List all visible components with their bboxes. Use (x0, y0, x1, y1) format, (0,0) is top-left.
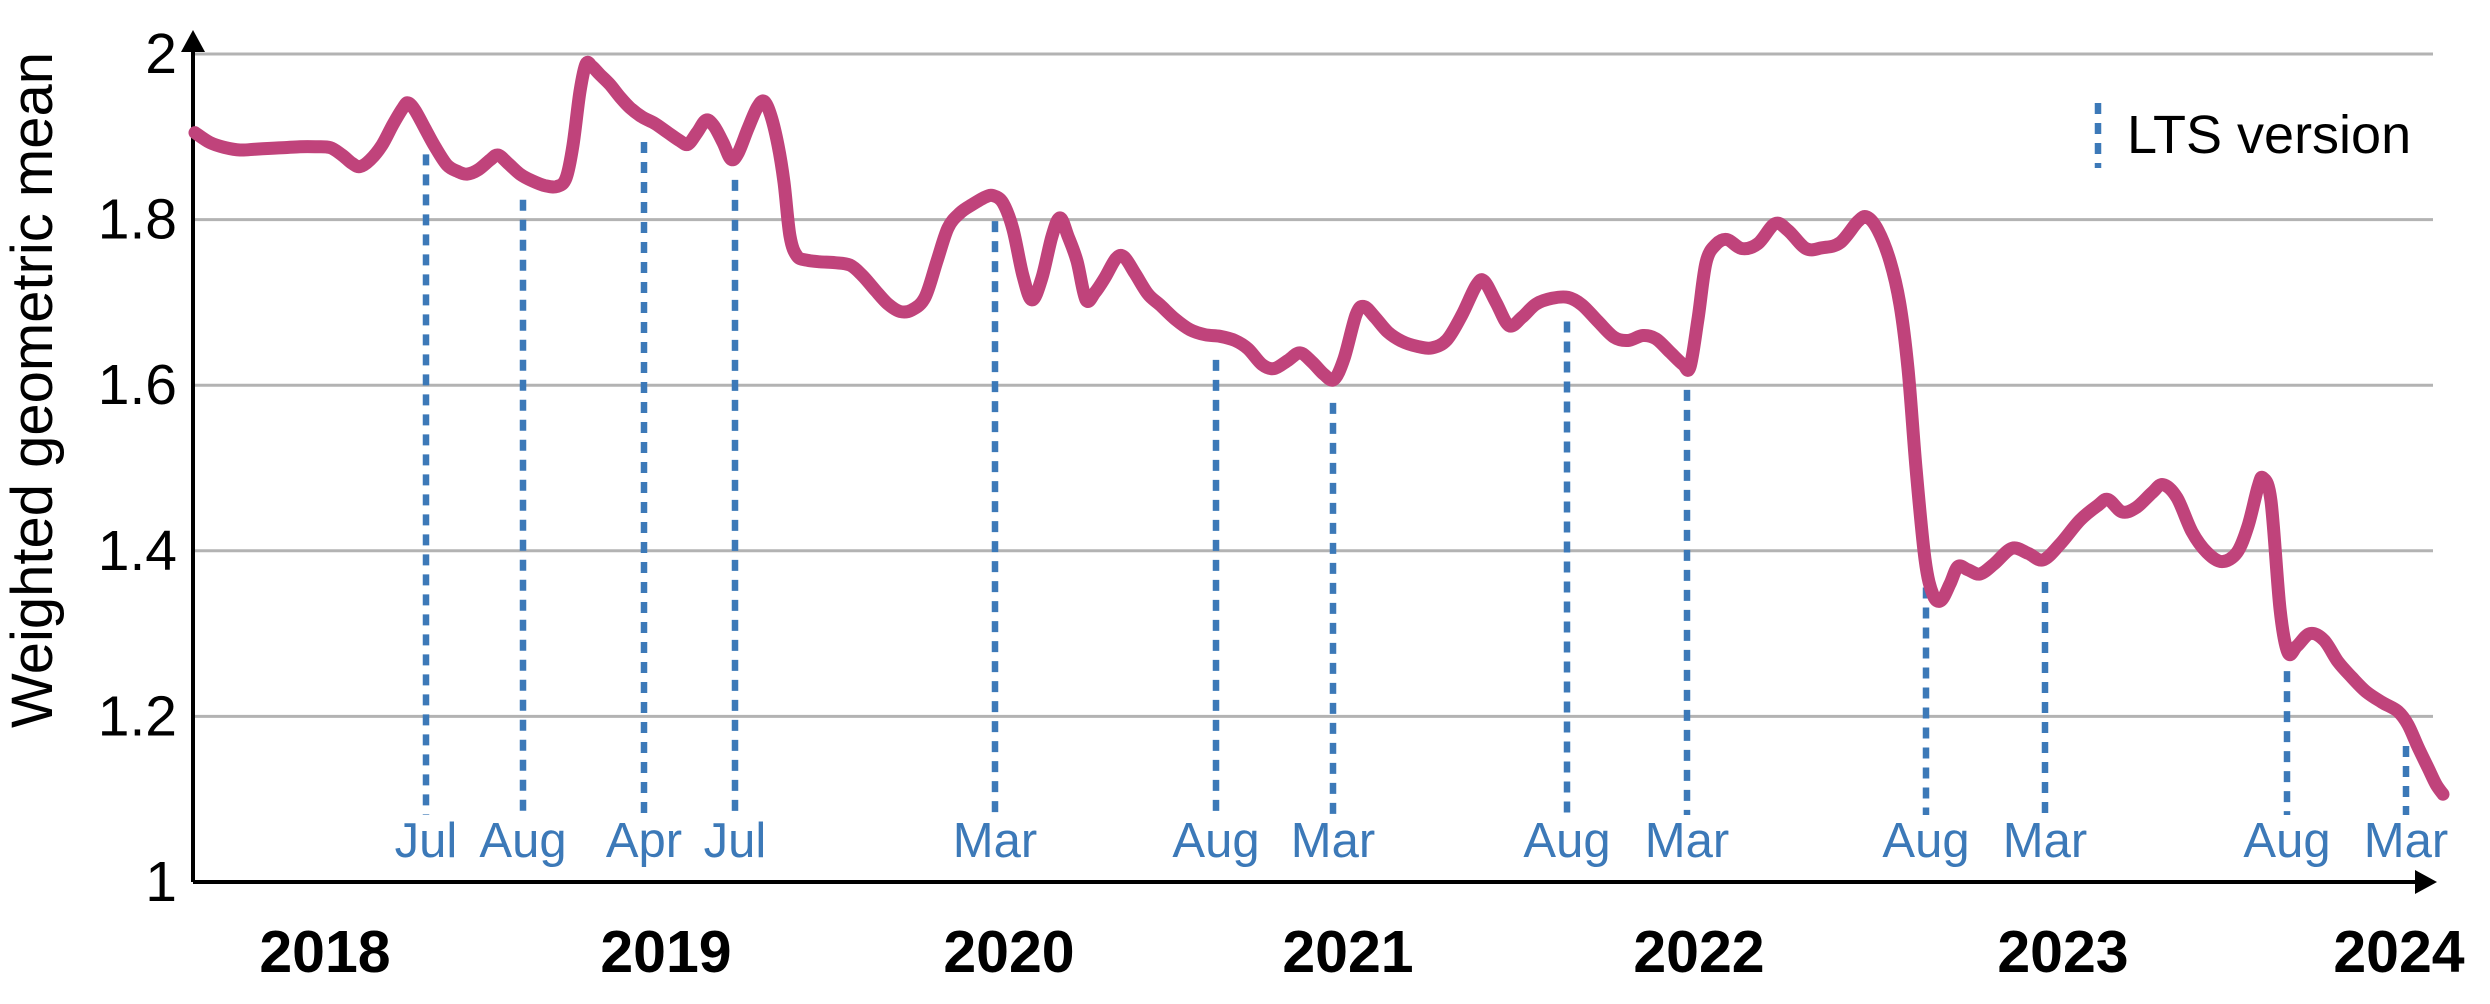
x-tick-label: 2021 (1282, 919, 1413, 985)
lts-month-label: Apr (606, 814, 682, 868)
x-tick-label: 2019 (600, 919, 731, 985)
y-tick-label: 1.8 (98, 188, 177, 252)
lts-month-label: Aug (479, 814, 566, 868)
x-axis-arrow (2415, 870, 2437, 894)
lts-month-label: Jul (704, 814, 767, 868)
y-tick-label: 2 (145, 22, 177, 86)
lts-month-label: Aug (2243, 814, 2330, 868)
x-tick-label: 2018 (259, 919, 390, 985)
lts-month-label: Aug (1523, 814, 1610, 868)
lts-month-label: Mar (953, 814, 1037, 868)
lts-month-label: Jul (395, 814, 458, 868)
series-line (188, 55, 2450, 801)
lts-month-label: Aug (1882, 814, 1969, 868)
lts-month-label: Mar (1645, 814, 1729, 868)
y-axis-arrow (181, 30, 205, 52)
y-tick-label: 1.6 (98, 353, 177, 417)
y-axis-title: Weighted geometric mean (0, 52, 65, 728)
lts-month-label: Aug (1172, 814, 1259, 868)
lts-month-label: Mar (1291, 814, 1375, 868)
x-tick-label: 2024 (2333, 919, 2464, 985)
y-tick-label: 1 (145, 850, 177, 914)
x-tick-label: 2022 (1633, 919, 1764, 985)
y-tick-label: 1.4 (98, 519, 177, 583)
x-tick-label: 2023 (1997, 919, 2128, 985)
lts-month-label: Mar (2364, 814, 2448, 868)
y-tick-label: 1.2 (98, 684, 177, 748)
legend-label: LTS version (2127, 105, 2411, 165)
x-tick-label: 2020 (943, 919, 1074, 985)
lts-month-label: Mar (2003, 814, 2087, 868)
legend: LTS version (2094, 103, 2411, 168)
